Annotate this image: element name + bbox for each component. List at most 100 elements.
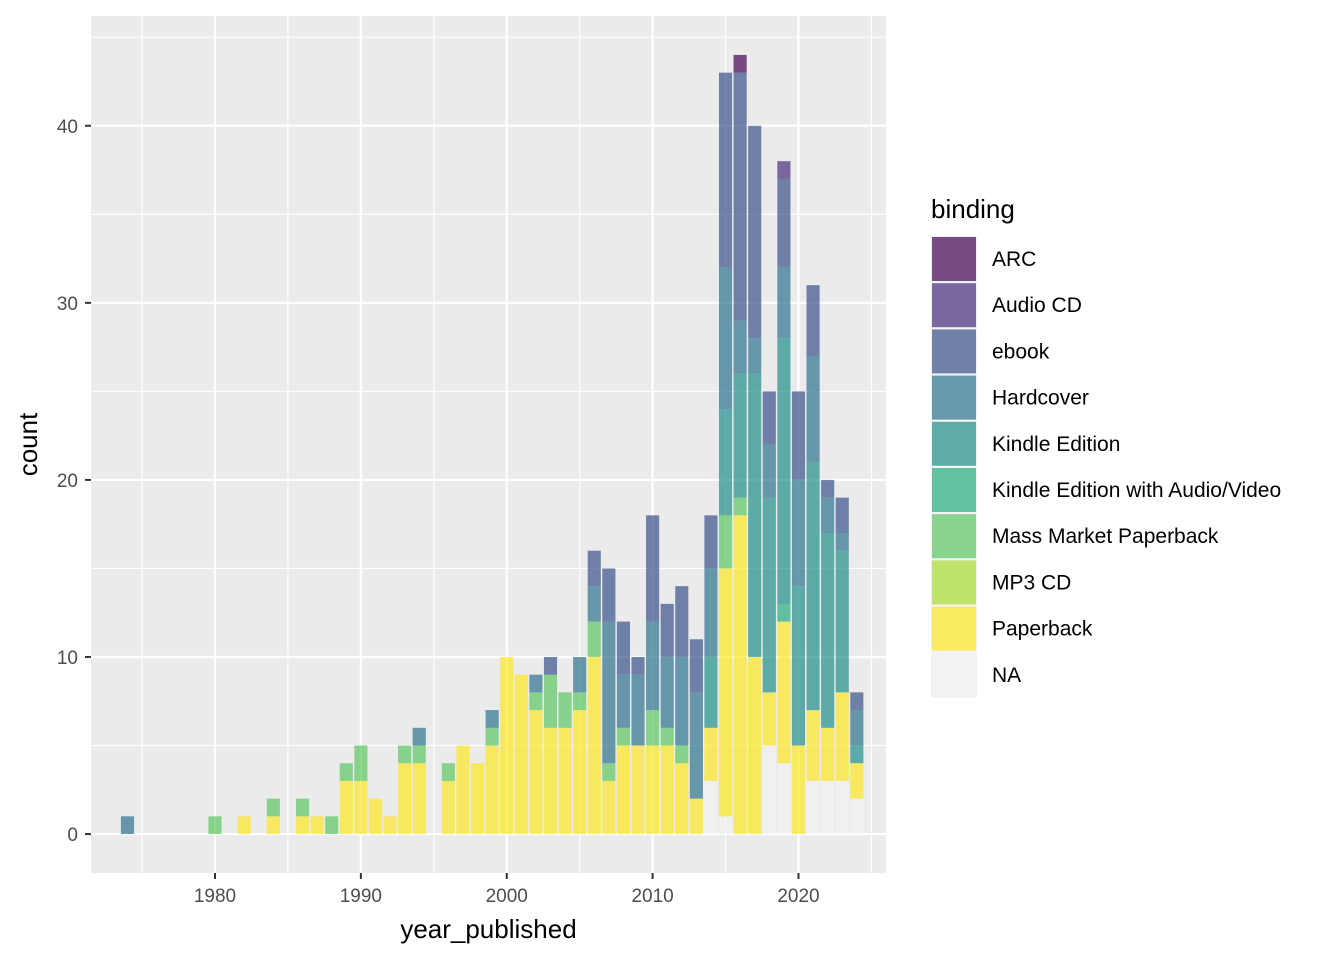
bar-segment bbox=[514, 674, 528, 835]
bar-segment bbox=[456, 745, 470, 835]
bar-segment bbox=[631, 674, 645, 746]
bar-segment bbox=[354, 745, 368, 781]
bar-segment bbox=[208, 816, 222, 835]
bar-segment bbox=[806, 462, 820, 711]
bar-segment bbox=[412, 727, 426, 746]
bar-segment bbox=[689, 639, 703, 693]
bar-segment bbox=[821, 497, 835, 534]
bar-segment bbox=[675, 745, 689, 764]
bar-segment bbox=[325, 816, 339, 835]
bar-segment bbox=[777, 603, 791, 622]
bar-segment bbox=[821, 479, 835, 498]
bar-segment bbox=[529, 710, 543, 835]
bar-segment bbox=[646, 621, 660, 711]
bar-segment bbox=[412, 763, 426, 835]
x-tick-label: 1980 bbox=[194, 886, 236, 907]
bar-segment bbox=[733, 497, 747, 516]
legend-items: ARC Audio CD ebook Hardcover Kindle Edition K… bbox=[931, 236, 1281, 698]
legend-swatch bbox=[932, 237, 976, 281]
x-axis-title: year_published bbox=[400, 914, 576, 944]
bar-segment bbox=[295, 816, 310, 835]
legend-label: Kindle Edition bbox=[992, 433, 1120, 456]
bar-segment bbox=[587, 621, 601, 657]
bar-segment bbox=[485, 745, 499, 835]
bar-segment bbox=[543, 656, 558, 675]
bar-segment bbox=[616, 727, 630, 746]
bar-segment bbox=[762, 391, 776, 445]
bar-segment bbox=[689, 692, 703, 799]
bar-segment bbox=[791, 745, 806, 835]
bar-segment bbox=[295, 798, 310, 817]
legend-label: Kindle Edition with Audio/Video bbox=[992, 479, 1281, 502]
bar-segment bbox=[646, 515, 660, 622]
bar-segment bbox=[631, 656, 645, 675]
bar-segment bbox=[733, 515, 747, 835]
bar-segment bbox=[587, 550, 601, 587]
bar-segment bbox=[266, 798, 280, 817]
bar-segment bbox=[602, 568, 616, 622]
bar-segment bbox=[675, 656, 689, 746]
legend-swatch bbox=[932, 606, 976, 651]
legend-swatch bbox=[932, 560, 976, 605]
bar-segment bbox=[762, 497, 776, 693]
bar-segment bbox=[631, 745, 645, 835]
y-tick-label: 30 bbox=[57, 294, 78, 315]
bar-segment bbox=[704, 780, 718, 835]
y-tick-label: 0 bbox=[67, 825, 78, 846]
bar-segment bbox=[821, 533, 835, 728]
legend: binding ARC Audio CD ebook Hardcover Kindle … bbox=[931, 194, 1281, 698]
bar-segment bbox=[412, 745, 426, 764]
legend-label: ebook bbox=[992, 340, 1050, 363]
bar-segment bbox=[777, 763, 791, 835]
bar-segment bbox=[310, 816, 324, 835]
bars-layer bbox=[120, 54, 864, 835]
bar-segment bbox=[806, 780, 820, 835]
bar-segment bbox=[602, 621, 616, 764]
bar-segment bbox=[587, 586, 601, 622]
bar-segment bbox=[398, 763, 412, 835]
legend-swatch bbox=[932, 514, 976, 559]
bar-segment bbox=[660, 745, 674, 835]
bar-segment bbox=[718, 72, 733, 268]
axes-layer: 1980 1990 2000 2010 2020 0 10 20 30 40 bbox=[57, 117, 820, 907]
bar-segment bbox=[850, 692, 864, 711]
bar-segment bbox=[675, 763, 689, 835]
bar-segment bbox=[441, 780, 455, 835]
bar-segment bbox=[704, 568, 718, 657]
bar-segment bbox=[835, 780, 849, 835]
legend-label: Mass Market Paperback bbox=[992, 525, 1219, 548]
bar-segment bbox=[704, 727, 718, 781]
bar-segment bbox=[704, 515, 718, 569]
x-tick-label: 1990 bbox=[340, 886, 382, 907]
bar-segment bbox=[470, 763, 485, 835]
bar-segment bbox=[777, 338, 791, 604]
bar-segment bbox=[850, 745, 864, 764]
bar-segment bbox=[529, 674, 543, 693]
bar-segment bbox=[748, 656, 762, 835]
bar-segment bbox=[821, 727, 835, 781]
bar-segment bbox=[660, 603, 674, 657]
bar-segment bbox=[441, 763, 455, 781]
bar-segment bbox=[616, 745, 630, 835]
bar-segment bbox=[543, 674, 558, 728]
bar-segment bbox=[339, 780, 353, 835]
bar-segment bbox=[850, 763, 864, 799]
bar-segment bbox=[762, 745, 776, 835]
bar-segment bbox=[718, 267, 733, 410]
bar-segment bbox=[835, 692, 849, 781]
bar-segment bbox=[733, 72, 747, 321]
bar-segment bbox=[587, 656, 601, 835]
legend-label: Hardcover bbox=[992, 387, 1089, 410]
legend-swatch bbox=[932, 329, 976, 374]
bar-segment bbox=[762, 444, 776, 498]
bar-segment bbox=[646, 745, 660, 835]
bar-segment bbox=[791, 391, 806, 480]
bar-segment bbox=[748, 373, 762, 657]
bar-segment bbox=[733, 54, 747, 73]
bar-segment bbox=[602, 763, 616, 781]
bar-segment bbox=[573, 710, 587, 835]
y-axis-title: count bbox=[13, 412, 43, 476]
bar-segment bbox=[718, 515, 733, 569]
bar-segment bbox=[777, 267, 791, 339]
bar-segment bbox=[485, 727, 499, 746]
